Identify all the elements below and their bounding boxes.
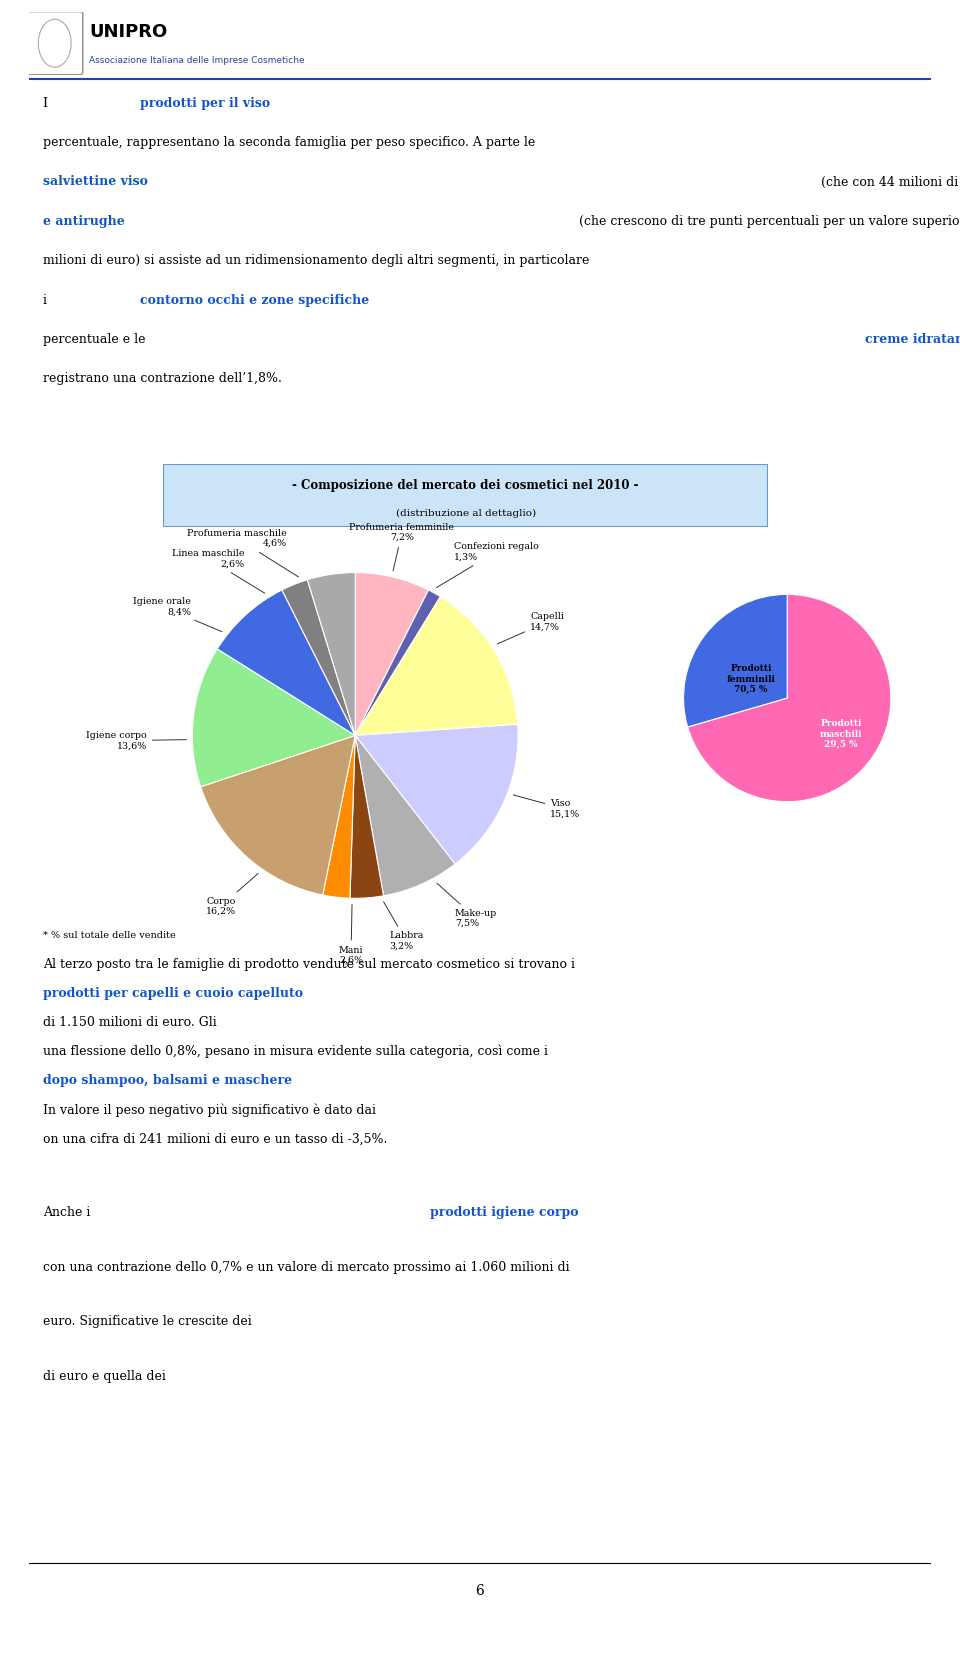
Wedge shape bbox=[217, 590, 355, 735]
Text: I: I bbox=[43, 96, 52, 110]
Text: prodotti igiene corpo: prodotti igiene corpo bbox=[430, 1207, 579, 1220]
Text: (che con 44 milioni di euro crescono del 7,8%) e le: (che con 44 milioni di euro crescono del… bbox=[817, 176, 960, 188]
Text: Mani
2,6%: Mani 2,6% bbox=[339, 904, 363, 966]
Text: Linea maschile
2,6%: Linea maschile 2,6% bbox=[172, 548, 265, 593]
Text: percentuale e le: percentuale e le bbox=[43, 332, 150, 346]
Text: Profumeria femminile
7,2%: Profumeria femminile 7,2% bbox=[349, 522, 454, 570]
Text: Capelli
14,7%: Capelli 14,7% bbox=[497, 612, 564, 643]
Text: i: i bbox=[43, 294, 51, 306]
Wedge shape bbox=[355, 735, 455, 896]
FancyBboxPatch shape bbox=[27, 12, 83, 75]
Wedge shape bbox=[192, 648, 355, 786]
Text: salviettine viso: salviettine viso bbox=[43, 176, 148, 188]
Text: Confezioni regalo
1,3%: Confezioni regalo 1,3% bbox=[436, 542, 539, 588]
Text: di euro e quella dei: di euro e quella dei bbox=[43, 1369, 170, 1383]
Text: euro. Significative le crescite dei: euro. Significative le crescite dei bbox=[43, 1315, 256, 1328]
Text: prodotti per capelli e cuoio capelluto: prodotti per capelli e cuoio capelluto bbox=[43, 987, 303, 1001]
Text: on una cifra di 241 milioni di euro e un tasso di -3,5%.: on una cifra di 241 milioni di euro e un… bbox=[43, 1132, 388, 1145]
Text: Make-up
7,5%: Make-up 7,5% bbox=[437, 883, 497, 927]
Text: In valore il peso negativo più significativo è dato dai: In valore il peso negativo più significa… bbox=[43, 1104, 380, 1117]
Text: di 1.150 milioni di euro. Gli: di 1.150 milioni di euro. Gli bbox=[43, 1015, 221, 1029]
Text: dopo shampoo, balsami e maschere: dopo shampoo, balsami e maschere bbox=[43, 1074, 293, 1087]
Text: Prodotti
maschili
29,5 %: Prodotti maschili 29,5 % bbox=[820, 720, 862, 750]
Text: con una contrazione dello 0,7% e un valore di mercato prossimo ai 1.060 milioni : con una contrazione dello 0,7% e un valo… bbox=[43, 1261, 570, 1273]
Text: percentuale, rappresentano la seconda famiglia per peso specifico. A parte le: percentuale, rappresentano la seconda fa… bbox=[43, 136, 536, 150]
Text: contorno occhi e zone specifiche: contorno occhi e zone specifiche bbox=[140, 294, 370, 306]
Text: Igiene corpo
13,6%: Igiene corpo 13,6% bbox=[86, 731, 186, 750]
Wedge shape bbox=[282, 580, 355, 735]
Wedge shape bbox=[355, 590, 441, 735]
Wedge shape bbox=[687, 595, 891, 801]
Text: (distribuzione al dettaglio): (distribuzione al dettaglio) bbox=[396, 509, 536, 517]
Text: Prodotti
femminili
70,5 %: Prodotti femminili 70,5 % bbox=[727, 665, 776, 695]
Wedge shape bbox=[355, 725, 518, 864]
Wedge shape bbox=[307, 573, 355, 735]
Wedge shape bbox=[350, 735, 384, 897]
Text: registrano una contrazione dell’1,8%.: registrano una contrazione dell’1,8%. bbox=[43, 372, 282, 386]
Text: * % sul totale delle vendite: * % sul totale delle vendite bbox=[43, 931, 176, 941]
Wedge shape bbox=[684, 595, 787, 726]
Text: Corpo
16,2%: Corpo 16,2% bbox=[205, 874, 258, 916]
Text: - Composizione del mercato dei cosmetici nel 2010 -: - Composizione del mercato dei cosmetici… bbox=[293, 479, 638, 492]
Text: Profumeria maschile
4,6%: Profumeria maschile 4,6% bbox=[187, 529, 299, 577]
Text: 6: 6 bbox=[475, 1584, 485, 1599]
Text: prodotti per il viso: prodotti per il viso bbox=[140, 96, 270, 110]
Text: e antirughe: e antirughe bbox=[43, 214, 125, 228]
Text: (che crescono di tre punti percentuali per un valore superiore ai 464: (che crescono di tre punti percentuali p… bbox=[575, 214, 960, 228]
Text: creme idratanti e nutrienti: creme idratanti e nutrienti bbox=[865, 332, 960, 346]
Text: Associazione Italiana delle Imprese Cosmetiche: Associazione Italiana delle Imprese Cosm… bbox=[89, 57, 305, 65]
Text: Igiene orale
8,4%: Igiene orale 8,4% bbox=[133, 597, 222, 632]
Text: Labbra
3,2%: Labbra 3,2% bbox=[384, 902, 423, 951]
Text: milioni di euro) si assiste ad un ridimensionamento degli altri segmenti, in par: milioni di euro) si assiste ad un ridime… bbox=[43, 254, 589, 268]
Text: Al terzo posto tra le famiglie di prodotto vendute sul mercato cosmetico si trov: Al terzo posto tra le famiglie di prodot… bbox=[43, 957, 575, 971]
Text: UNIPRO: UNIPRO bbox=[89, 23, 168, 42]
Wedge shape bbox=[201, 735, 355, 896]
Wedge shape bbox=[355, 597, 517, 735]
Wedge shape bbox=[323, 735, 355, 897]
FancyBboxPatch shape bbox=[163, 464, 768, 527]
Text: una flessione dello 0,8%, pesano in misura evidente sulla categoria, così come i: una flessione dello 0,8%, pesano in misu… bbox=[43, 1045, 548, 1059]
Text: Viso
15,1%: Viso 15,1% bbox=[514, 794, 581, 819]
Text: Anche i: Anche i bbox=[43, 1207, 95, 1220]
Wedge shape bbox=[355, 573, 428, 735]
